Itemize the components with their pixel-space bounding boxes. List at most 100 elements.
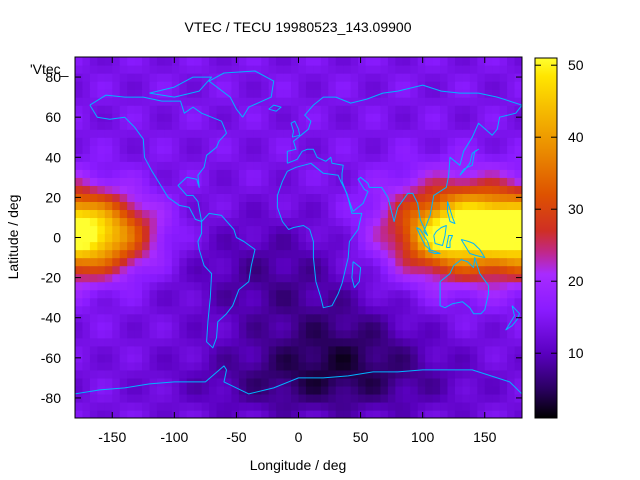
heatmap-cell [261,137,270,146]
colorbar [534,57,558,419]
heatmap-cell [305,305,314,315]
heatmap-cell [104,209,113,219]
heatmap-cell [447,201,456,211]
heatmap-cell [462,209,471,219]
heatmap-cell [507,249,516,259]
heatmap-cell [156,217,165,227]
heatmap-cell [291,321,300,331]
heatmap-cell [298,121,307,130]
heatmap-cell [112,409,121,418]
colorbar-tick-label: 20 [568,273,584,289]
heatmap-cell [350,201,359,211]
heatmap-cell [194,369,203,379]
heatmap-cell [97,369,106,379]
y-tick-label: 0 [53,230,61,246]
heatmap-cell [119,89,128,98]
heatmap-cell [216,105,225,114]
heatmap-cell [305,193,314,202]
heatmap-cell [492,225,501,235]
heatmap-cell [89,217,98,227]
heatmap-cell [283,249,292,259]
heatmap-cell [484,209,493,219]
heatmap-cell [335,281,344,291]
heatmap-cell [89,313,98,323]
heatmap-cell [238,233,247,243]
heatmap-cell [454,129,463,138]
heatmap-cell [97,281,106,291]
colorbar-tick-label: 40 [568,129,584,145]
heatmap-cell [253,281,262,291]
heatmap-cell [410,305,419,315]
heatmap-cell [477,289,486,299]
heatmap-cell [261,153,270,162]
heatmap-cell [216,257,225,267]
heatmap-cell [469,249,478,259]
heatmap-cell [112,105,121,114]
heatmap-cell [291,193,300,202]
heatmap-cell [514,185,522,194]
heatmap-cell [261,297,270,307]
heatmap-cell [469,393,478,403]
heatmap-cell [186,217,195,227]
heatmap-cell [75,57,84,66]
heatmap-cell [492,401,501,411]
heatmap-cell [410,177,419,186]
heatmap-cell [365,321,374,331]
heatmap-cell [119,369,128,379]
heatmap-cell [395,345,404,355]
heatmap-cell [484,225,493,235]
heatmap-cell [469,313,478,323]
heatmap-cell [82,153,91,162]
heatmap-cell [469,233,478,243]
heatmap-cell [373,137,382,146]
heatmap-cell [477,297,486,307]
heatmap-cell [469,265,478,275]
heatmap-cell [186,329,195,339]
heatmap-cell [313,89,322,98]
heatmap-cell [492,153,501,162]
coastline-madagascar [351,261,362,289]
heatmap-cell [417,169,426,178]
heatmap-cell [440,145,449,154]
heatmap-cell [276,225,285,235]
heatmap-cell [402,137,411,146]
heatmap-cell [156,273,165,283]
heatmap-cell [231,409,240,418]
heatmap-cell [134,65,143,74]
heatmap-cell [454,345,463,355]
heatmap-cell [410,145,419,154]
heatmap-cell [343,113,352,122]
heatmap-cell [276,145,285,154]
heatmap-cell [134,153,143,162]
heatmap-cell [343,345,352,355]
heatmap-cell [119,57,128,66]
heatmap-cell [179,97,188,106]
heatmap-cell [328,57,337,66]
heatmap-cell [104,177,113,186]
heatmap-cell [328,273,337,283]
coastline-antarctica [75,365,522,395]
heatmap-cell [89,385,98,395]
heatmap-cell [380,217,389,227]
heatmap-cell [276,329,285,339]
heatmap-cell [447,161,456,170]
heatmap-cell [75,281,84,291]
heatmap-cell [291,89,300,98]
heatmap-cell [484,57,493,66]
heatmap-cell [425,105,434,114]
heatmap-cell [447,145,456,154]
heatmap-cell [142,233,151,243]
heatmap-cell [432,289,441,299]
heatmap-cell [291,201,300,211]
heatmap-cell [313,273,322,283]
heatmap-cell [216,153,225,162]
heatmap-cell [410,57,419,66]
heatmap-cell [261,361,270,371]
heatmap-cell [373,313,382,323]
heatmap-cell [261,81,270,90]
heatmap-cell [507,257,516,267]
heatmap-cell [462,161,471,170]
heatmap-cell [387,313,396,323]
heatmap-cell [164,161,173,170]
coastline-africa [276,162,363,309]
